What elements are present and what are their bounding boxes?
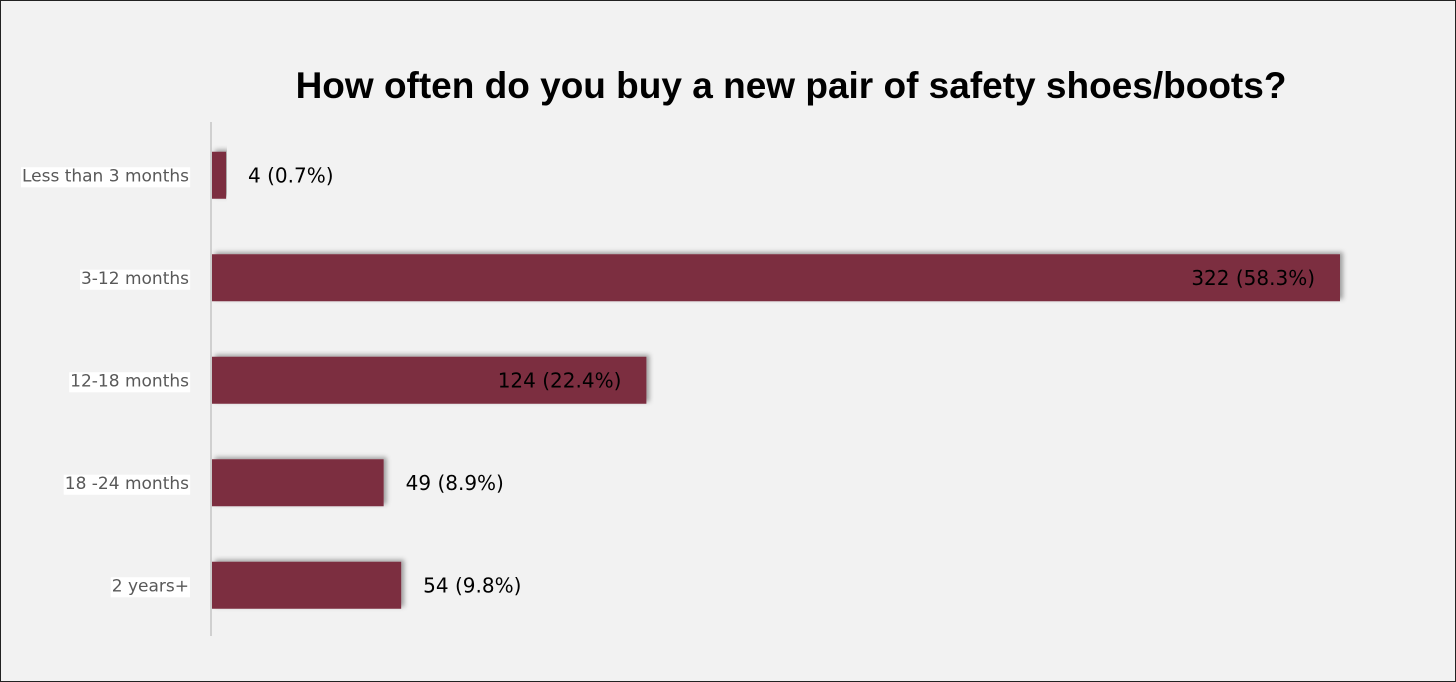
data-label: 4 (0.7%) — [248, 163, 334, 187]
category-label-background — [63, 474, 191, 495]
data-label: 54 (9.8%) — [423, 573, 521, 597]
bar — [212, 151, 227, 199]
data-label: 124 (22.4%) — [498, 368, 622, 392]
bar — [212, 459, 384, 507]
category-label: 18 -24 months — [65, 474, 189, 494]
category-label: 2 years+ — [112, 576, 189, 596]
bar — [212, 356, 647, 404]
category-label: 3-12 months — [81, 269, 189, 289]
bar — [212, 254, 1340, 302]
bar — [212, 561, 402, 609]
category-label: Less than 3 months — [22, 166, 189, 186]
category-label: 12-18 months — [70, 371, 189, 391]
data-label: 322 (58.3%) — [1191, 266, 1315, 290]
category-label-background — [79, 269, 191, 290]
category-label-background — [110, 577, 190, 598]
category-label-background — [20, 167, 191, 188]
chart-title: How often do you buy a new pair of safet… — [295, 65, 1287, 106]
data-label: 49 (8.9%) — [406, 471, 504, 495]
category-label-background — [69, 372, 191, 393]
